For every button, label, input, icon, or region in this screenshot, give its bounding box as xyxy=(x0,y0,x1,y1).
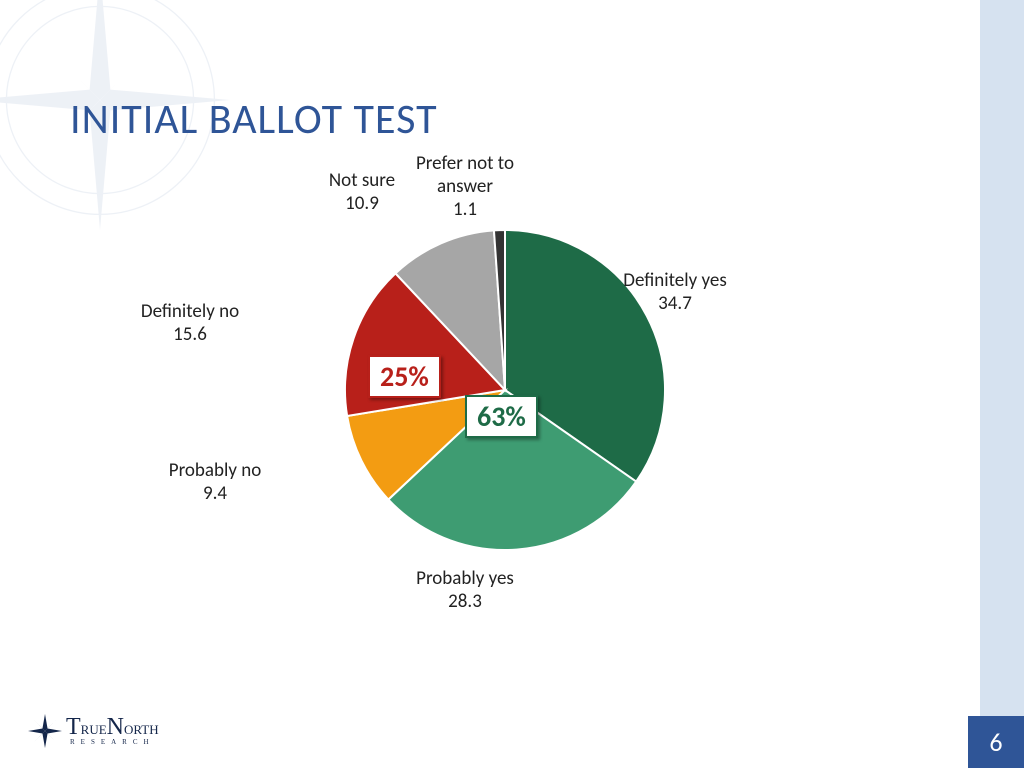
summary-box-0: 63% xyxy=(465,395,538,438)
logo-brand: TrueNorth xyxy=(66,717,159,739)
compass-icon xyxy=(28,714,62,748)
summary-box-1: 25% xyxy=(368,355,441,398)
data-label-definitely_yes: Definitely yes34.7 xyxy=(623,270,727,316)
page-number: 6 xyxy=(968,716,1024,768)
pie-chart: Definitely yes34.7 Probably yes28.3 Probab… xyxy=(120,150,880,670)
slide-title: INITIAL BALLOT TEST xyxy=(70,94,438,145)
data-label-probably_no: Probably no9.4 xyxy=(169,460,261,506)
logo-text: TrueNorth RESEARCH xyxy=(66,717,159,745)
right-accent-band xyxy=(980,0,1024,768)
slide: INITIAL BALLOT TEST Definitely yes34.7 Pr… xyxy=(0,0,1024,768)
logo-subline: RESEARCH xyxy=(70,739,159,745)
data-label-definitely_no: Definitely no15.6 xyxy=(141,301,239,347)
brand-logo: TrueNorth RESEARCH xyxy=(28,714,159,748)
data-label-probably_yes: Probably yes28.3 xyxy=(416,568,514,614)
data-label-prefer_no_ans: Prefer not toanswer1.1 xyxy=(416,153,514,221)
data-label-not_sure: Not sure10.9 xyxy=(329,170,395,216)
